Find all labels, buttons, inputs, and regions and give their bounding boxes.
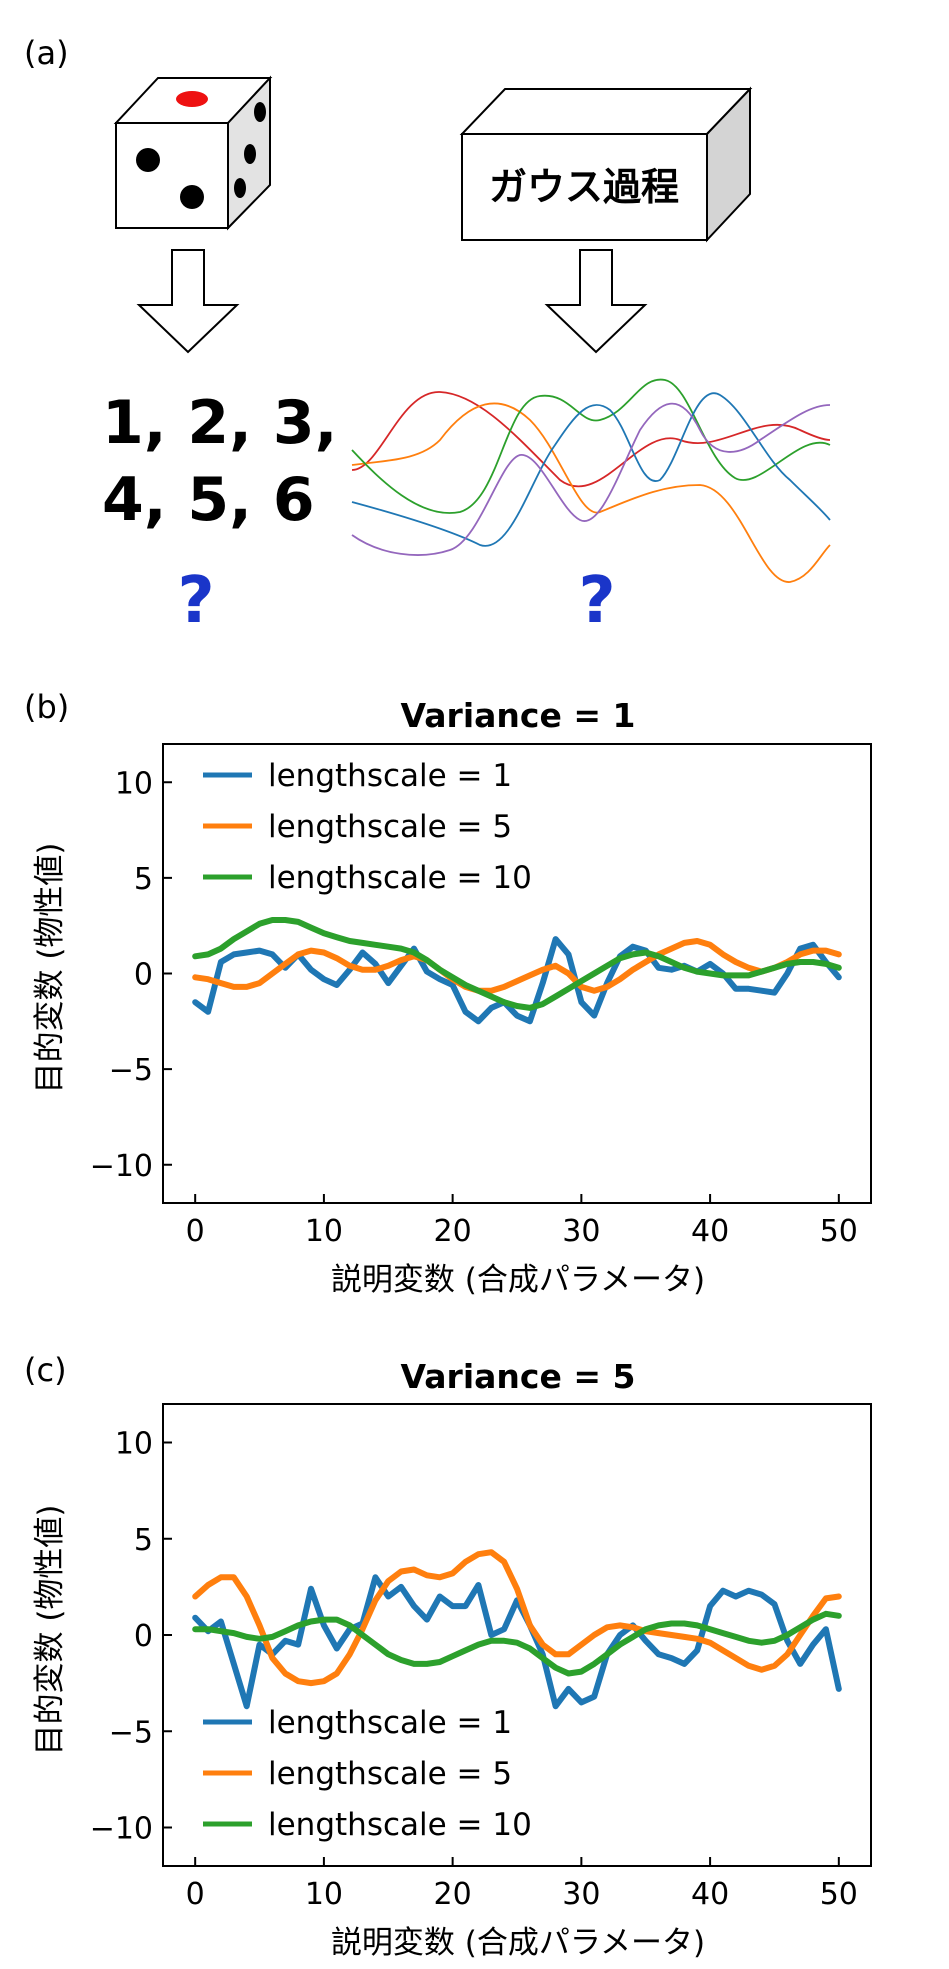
y-tick-label: 10 (115, 766, 153, 801)
legend-entry-ls1: lengthscale = 1 (268, 1705, 512, 1741)
gp-sample-curves (351, 378, 831, 583)
dice-pip (234, 178, 246, 198)
down-arrow-icon (544, 249, 648, 354)
x-tick-label: 10 (305, 1214, 343, 1249)
x-tick-label: 0 (186, 1877, 205, 1912)
y-tick-label: 0 (134, 958, 153, 993)
series-line-lengthscale-10 (192, 917, 842, 1011)
chart-title: Variance = 5 (401, 1357, 636, 1396)
y-axis-label: 目的変数 (物性値) (32, 842, 68, 1093)
y-tick-label: −5 (109, 1053, 153, 1088)
series-lines (192, 1549, 842, 1710)
panel-a-label: (a) (24, 34, 69, 72)
x-tick-label: 20 (434, 1214, 472, 1249)
dice-pip (180, 185, 204, 209)
plot-frame (162, 743, 872, 1204)
chart-variance-1: (b) Variance = 1 説明変数 (合成パラメータ) 目的変数 (物性… (24, 688, 872, 1298)
down-arrow-icon (136, 249, 240, 354)
gp-sample-curve (351, 402, 831, 556)
legend-entry-ls5: lengthscale = 5 (268, 809, 512, 845)
question-mark-right: ? (578, 564, 615, 638)
legend-entry-ls1: lengthscale = 1 (268, 758, 512, 794)
x-tick-label: 30 (562, 1214, 600, 1249)
x-tick-label: 0 (186, 1214, 205, 1249)
series-line-lengthscale-1 (192, 936, 842, 1025)
y-tick-label: −10 (90, 1812, 153, 1847)
dice-front-face (115, 122, 229, 229)
dice-outcomes-line-2: 4, 5, 6 (102, 465, 315, 535)
gaussian-process-box (459, 86, 753, 243)
box-label: ガウス過程 (489, 165, 679, 209)
question-mark-left: ? (177, 564, 214, 638)
series-line-lengthscale-10 (192, 1610, 842, 1677)
plot-frame (162, 1403, 872, 1867)
legend-entry-ls10: lengthscale = 10 (268, 1807, 532, 1843)
series-lines (192, 917, 842, 1025)
dice-pip (244, 144, 256, 164)
dice-outcomes-line-1: 1, 2, 3, (102, 388, 337, 458)
legend: lengthscale = 1 lengthscale = 5 lengthsc… (203, 758, 532, 896)
gp-sample-curve (351, 392, 831, 547)
y-tick-label: 5 (134, 1523, 153, 1558)
gp-sample-curve (351, 378, 831, 514)
x-tick-label: 50 (820, 1877, 858, 1912)
panel-b-label: (b) (24, 688, 69, 726)
panel-c-label: (c) (24, 1351, 67, 1389)
legend-entry-ls10: lengthscale = 10 (268, 860, 532, 896)
y-axis-label: 目的変数 (物性値) (32, 1504, 68, 1755)
y-tick-label: −10 (90, 1149, 153, 1184)
x-tick-label: 30 (562, 1877, 600, 1912)
dice-red-pip (176, 91, 208, 107)
x-tick-label: 10 (305, 1877, 343, 1912)
y-tick-label: 0 (134, 1619, 153, 1654)
chart-title: Variance = 1 (401, 696, 636, 735)
series-line-lengthscale-5 (192, 1549, 842, 1687)
gp-sample-curve (351, 391, 831, 488)
legend-entry-ls5: lengthscale = 5 (268, 1756, 512, 1792)
y-tick-label: −5 (109, 1715, 153, 1750)
box-top-face (459, 88, 753, 135)
x-axis-label: 説明変数 (合成パラメータ) (331, 1262, 705, 1298)
x-axis-label: 説明変数 (合成パラメータ) (331, 1925, 705, 1961)
box-front-face (461, 133, 708, 241)
x-tick-label: 50 (820, 1214, 858, 1249)
y-tick-label: 5 (134, 862, 153, 897)
legend: lengthscale = 1 lengthscale = 5 lengthsc… (203, 1705, 532, 1843)
series-line-lengthscale-5 (192, 938, 842, 994)
x-tick-label: 40 (691, 1877, 729, 1912)
panel-a: (a) ガウス過程 1, 2, 3, 4, 5, 6 (24, 34, 831, 638)
gp-sample-curve (351, 402, 831, 583)
x-tick-label: 20 (434, 1877, 472, 1912)
dice-pip (136, 148, 160, 172)
y-tick-label: 10 (115, 1427, 153, 1462)
dice-icon (113, 75, 273, 231)
chart-variance-5: (c) Variance = 5 説明変数 (合成パラメータ) 目的変数 (物性… (24, 1351, 872, 1961)
dice-pip (254, 102, 266, 122)
x-tick-label: 40 (691, 1214, 729, 1249)
